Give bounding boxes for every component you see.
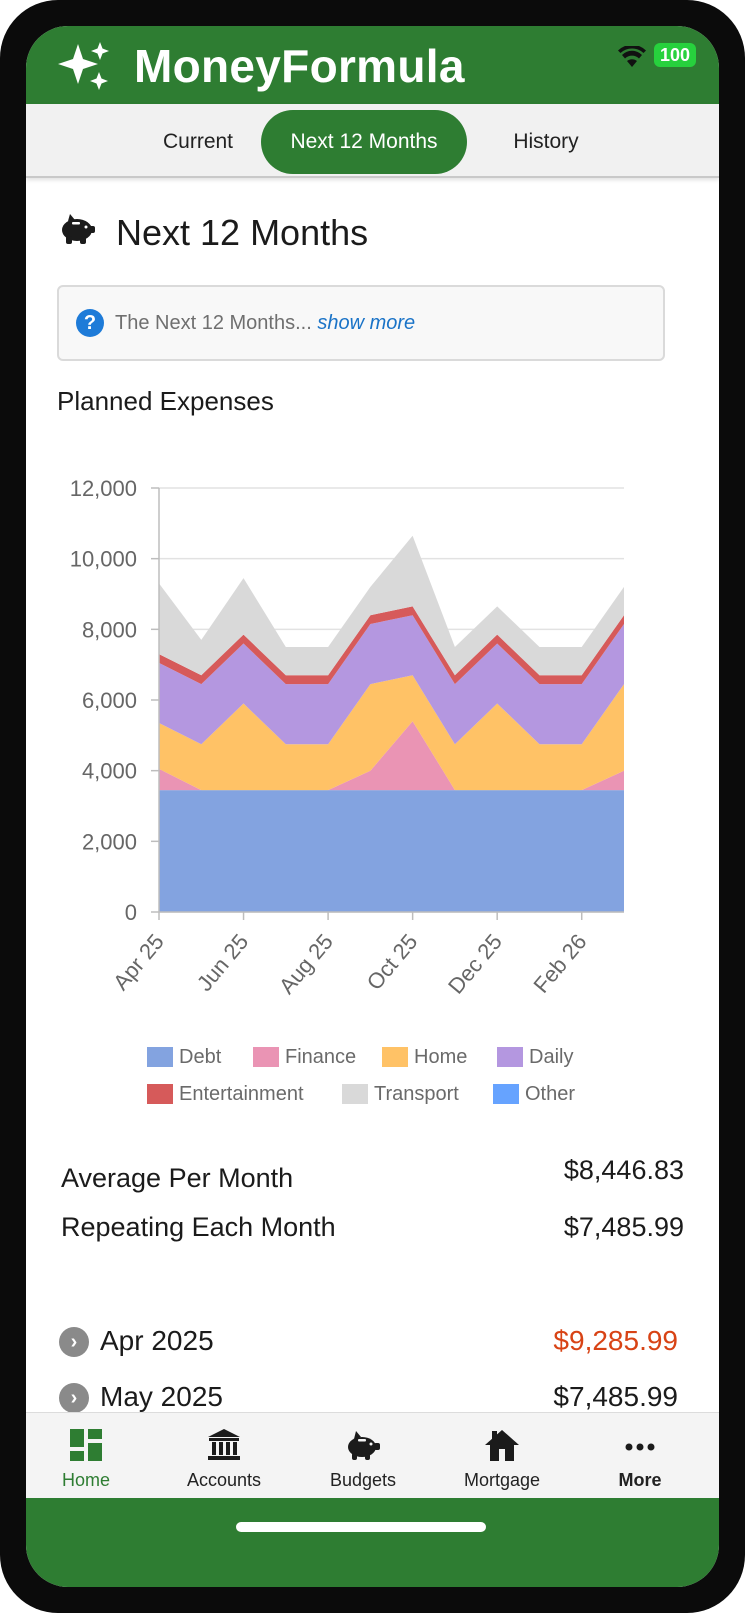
month-row-apr-2025[interactable]: › Apr 2025 $9,285.99 bbox=[26, 1318, 719, 1368]
nav-more[interactable]: More bbox=[575, 1413, 705, 1499]
legend-swatch bbox=[382, 1047, 408, 1067]
x-tick-label: Aug 25 bbox=[274, 929, 338, 998]
page-title: Next 12 Months bbox=[116, 212, 369, 253]
help-icon: ? bbox=[76, 309, 104, 337]
nav-accounts[interactable]: Accounts bbox=[159, 1413, 289, 1499]
piggy-bank-icon bbox=[348, 1431, 380, 1460]
show-more-link[interactable]: show more bbox=[317, 312, 416, 334]
house-icon bbox=[485, 1430, 519, 1461]
tab-next-12-months[interactable]: Next 12 Months bbox=[261, 110, 467, 174]
legend-item-entertainment[interactable]: Entertainment bbox=[147, 1081, 304, 1107]
y-tick-label: 8,000 bbox=[82, 617, 137, 642]
app-header: MoneyFormula 100 bbox=[26, 26, 719, 104]
legend-item-other[interactable]: Other bbox=[493, 1081, 575, 1107]
x-tick-label: Oct 25 bbox=[362, 929, 423, 995]
nav-budgets[interactable]: Budgets bbox=[298, 1413, 428, 1499]
legend-item-finance[interactable]: Finance bbox=[253, 1044, 356, 1070]
legend-swatch bbox=[147, 1084, 173, 1104]
legend-item-home[interactable]: Home bbox=[382, 1044, 467, 1070]
home-indicator[interactable] bbox=[236, 1522, 486, 1532]
y-tick-label: 6,000 bbox=[82, 688, 137, 713]
repeating-each-month-value: $7,485.99 bbox=[563, 1212, 684, 1242]
month-label: May 2025 bbox=[100, 1381, 223, 1412]
sparkles-icon bbox=[58, 42, 109, 90]
home-indicator-area bbox=[26, 1498, 719, 1587]
nav-mortgage[interactable]: Mortgage bbox=[437, 1413, 567, 1499]
area-transport bbox=[159, 535, 624, 676]
section-title: Planned Expenses bbox=[57, 386, 274, 416]
month-label: Apr 2025 bbox=[100, 1325, 214, 1356]
x-tick-label: Feb 26 bbox=[528, 929, 591, 998]
chevron-right-icon[interactable]: › bbox=[59, 1327, 89, 1357]
y-tick-label: 0 bbox=[125, 900, 137, 925]
more-dots-icon bbox=[625, 1443, 655, 1451]
y-tick-label: 10,000 bbox=[70, 547, 137, 572]
area-entertainment bbox=[159, 606, 624, 685]
legend-item-transport[interactable]: Transport bbox=[342, 1081, 459, 1107]
dashboard-icon bbox=[70, 1429, 102, 1461]
screen: MoneyFormula 100 Current Next 12 Months … bbox=[26, 26, 719, 1587]
chevron-right-icon[interactable]: › bbox=[59, 1383, 89, 1413]
legend-label: Home bbox=[414, 1045, 468, 1068]
nav-label: Budgets bbox=[329, 1470, 397, 1490]
legend-item-daily[interactable]: Daily bbox=[497, 1044, 573, 1070]
x-tick-label: Jun 25 bbox=[192, 929, 254, 996]
nav-label: Accounts bbox=[186, 1470, 262, 1490]
average-per-month-value: $8,446.83 bbox=[563, 1155, 684, 1185]
legend-item-debt[interactable]: Debt bbox=[147, 1044, 221, 1070]
app-title: MoneyFormula bbox=[134, 40, 465, 92]
legend-label: Transport bbox=[374, 1082, 459, 1105]
y-tick-label: 2,000 bbox=[82, 829, 137, 854]
x-tick-label: Apr 25 bbox=[108, 929, 169, 995]
area-daily bbox=[159, 615, 624, 745]
area-home bbox=[159, 675, 624, 791]
x-tick-label: Dec 25 bbox=[443, 929, 507, 998]
bottom-navigation: Home Accounts bbox=[26, 1412, 719, 1498]
month-total: $9,285.99 bbox=[553, 1325, 678, 1356]
legend-swatch bbox=[253, 1047, 279, 1067]
info-text: The Next 12 Months... show more bbox=[115, 311, 415, 335]
wifi-icon bbox=[618, 46, 646, 67]
y-tick-label: 4,000 bbox=[82, 759, 137, 784]
legend-label: Debt bbox=[179, 1045, 222, 1068]
tab-bar: Current Next 12 Months History bbox=[26, 104, 719, 178]
nav-label: More bbox=[618, 1470, 662, 1490]
nav-home[interactable]: Home bbox=[26, 1413, 151, 1499]
nav-label: Home bbox=[61, 1470, 110, 1490]
tab-current[interactable]: Current bbox=[162, 130, 234, 153]
tab-history[interactable]: History bbox=[513, 130, 579, 153]
area-finance bbox=[159, 721, 624, 791]
legend-label: Entertainment bbox=[179, 1082, 304, 1105]
bank-icon bbox=[208, 1429, 240, 1460]
area-debt bbox=[159, 790, 624, 912]
nav-label: Mortgage bbox=[463, 1470, 541, 1490]
info-summary: The Next 12 Months... bbox=[115, 312, 312, 334]
legend-swatch bbox=[497, 1047, 523, 1067]
y-tick-label: 12,000 bbox=[70, 476, 137, 501]
legend-swatch bbox=[493, 1084, 519, 1104]
battery-indicator: 100 bbox=[654, 43, 697, 67]
legend-label: Finance bbox=[285, 1045, 357, 1068]
legend-label: Daily bbox=[529, 1045, 574, 1068]
legend-label: Other bbox=[525, 1082, 576, 1105]
month-total: $7,485.99 bbox=[553, 1381, 678, 1412]
piggy-bank-icon bbox=[62, 214, 95, 244]
info-box: ? The Next 12 Months... show more bbox=[57, 285, 665, 361]
expenses-area-chart: 0 2,000 4,000 6,000 8,000 10,000 12,000 Apr 25 J… bbox=[70, 476, 624, 999]
legend-swatch bbox=[342, 1084, 368, 1104]
repeating-each-month-label: Repeating Each Month bbox=[61, 1212, 336, 1242]
average-per-month-label: Average Per Month bbox=[61, 1163, 294, 1193]
legend-swatch bbox=[147, 1047, 173, 1067]
month-row-may-2025[interactable]: › May 2025 $7,485.99 bbox=[26, 1374, 719, 1424]
